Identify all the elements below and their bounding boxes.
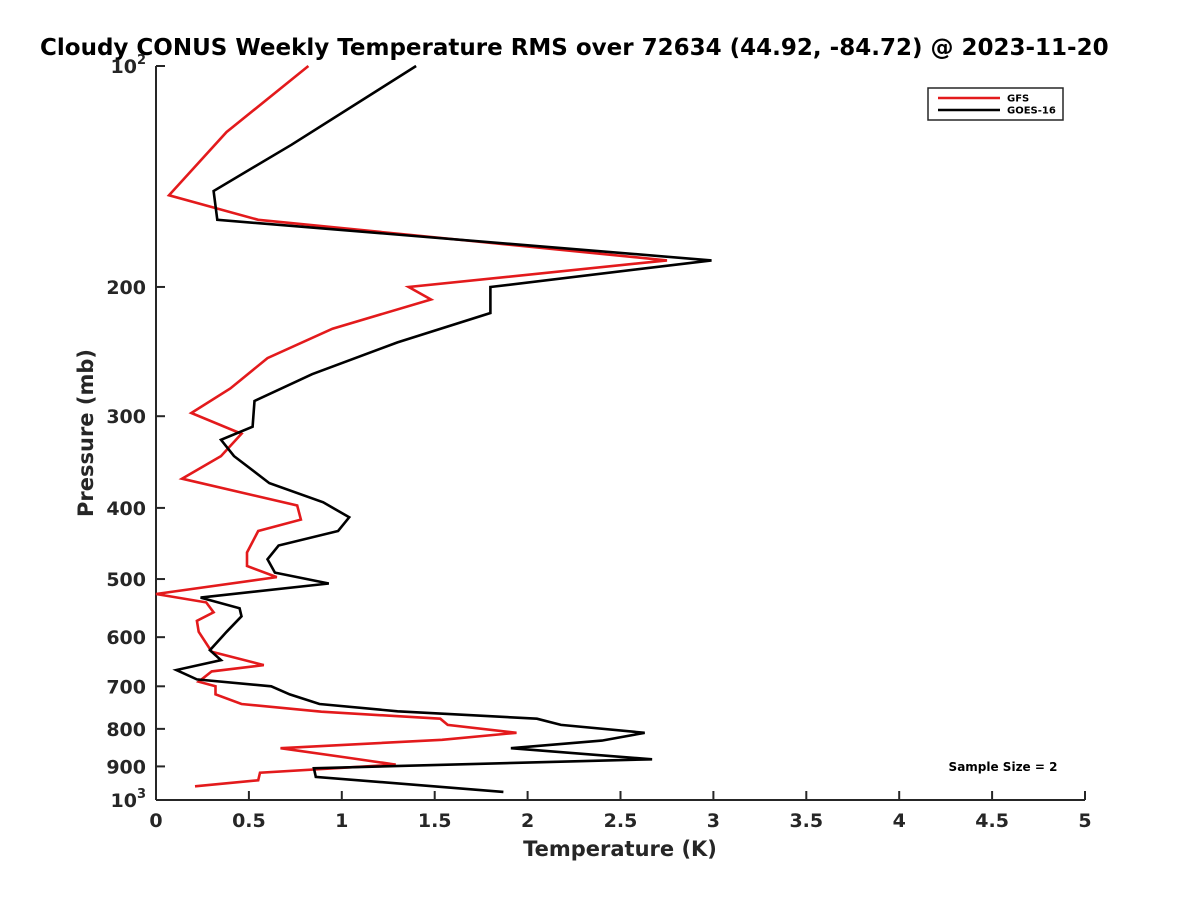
x-tick-label: 3 bbox=[707, 810, 720, 832]
y-tick-label: 500 bbox=[106, 569, 146, 591]
legend-label-goes16: GOES-16 bbox=[1007, 106, 1056, 117]
x-tick-label: 5 bbox=[1078, 810, 1091, 832]
x-tick-label: 1 bbox=[335, 810, 348, 832]
y-tick-label: 400 bbox=[106, 498, 146, 520]
y-tick-label: 103 bbox=[111, 787, 147, 812]
y-axis-title: Pressure (mb) bbox=[74, 349, 98, 517]
y-tick-label: 200 bbox=[106, 277, 146, 299]
legend-box bbox=[927, 87, 1064, 121]
series-line-goes16 bbox=[172, 64, 712, 794]
x-axis-title: Temperature (K) bbox=[523, 837, 717, 861]
x-tick-label: 2 bbox=[521, 810, 534, 832]
y-tick-label: 600 bbox=[106, 627, 146, 649]
x-tick-label: 3.5 bbox=[789, 810, 823, 832]
x-tick-label: 0 bbox=[149, 810, 162, 832]
x-tick-label: 0.5 bbox=[232, 810, 266, 832]
sample-size-annotation: Sample Size = 2 bbox=[949, 760, 1058, 774]
axes: 0 0.5 1 1.5 2 2.5 3 3.5 4 4.5 5 102 200 300 400 500 600 7… bbox=[106, 53, 1091, 832]
x-tick-label: 1.5 bbox=[418, 810, 452, 832]
legend-label-gfs: GFS bbox=[1007, 94, 1029, 105]
y-tick-label: 700 bbox=[106, 676, 146, 698]
x-tick-label: 4 bbox=[893, 810, 906, 832]
y-tick-label: 800 bbox=[106, 719, 146, 741]
chart-title: Cloudy CONUS Weekly Temperature RMS over… bbox=[40, 35, 1109, 61]
plot-area bbox=[155, 64, 712, 794]
series-line-gfs bbox=[155, 64, 668, 788]
x-tick-label: 4.5 bbox=[975, 810, 1009, 832]
y-tick-label: 102 bbox=[111, 53, 147, 78]
y-tick-label: 300 bbox=[106, 406, 146, 428]
y-tick-label: 900 bbox=[106, 756, 146, 778]
x-tick-label: 2.5 bbox=[604, 810, 638, 832]
legend: GFS GOES-16 bbox=[927, 87, 1064, 121]
